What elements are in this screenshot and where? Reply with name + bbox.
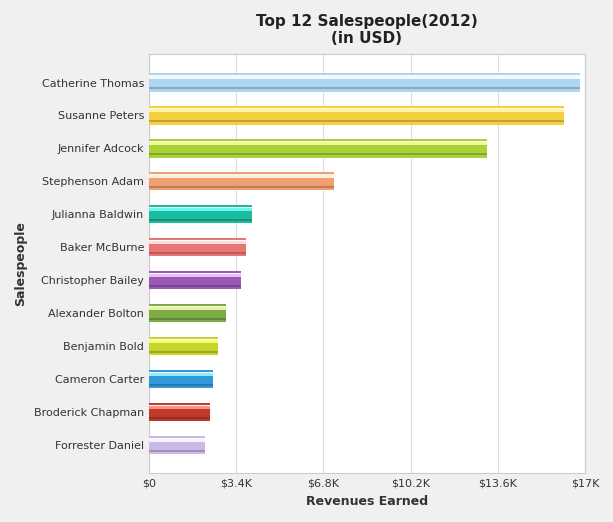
Bar xyxy=(149,174,333,175)
Bar xyxy=(149,87,580,89)
Bar xyxy=(149,75,580,76)
Bar xyxy=(149,108,565,109)
Bar xyxy=(149,436,205,454)
Bar xyxy=(149,153,487,156)
Bar xyxy=(149,273,242,274)
Bar xyxy=(149,109,565,112)
Bar xyxy=(149,186,333,188)
Bar xyxy=(149,208,251,211)
Bar xyxy=(149,339,218,340)
Bar xyxy=(149,405,210,406)
Bar xyxy=(149,337,218,355)
Bar xyxy=(149,450,205,452)
Bar xyxy=(149,139,487,158)
Bar xyxy=(149,141,487,145)
Bar xyxy=(149,141,487,142)
Bar xyxy=(149,372,213,376)
Y-axis label: Salespeople: Salespeople xyxy=(14,221,27,306)
Bar xyxy=(149,372,213,373)
Bar xyxy=(149,241,246,244)
Bar xyxy=(149,384,213,386)
Bar xyxy=(149,74,580,91)
Bar xyxy=(149,437,205,438)
Bar xyxy=(149,417,210,419)
Bar xyxy=(149,76,580,79)
Bar xyxy=(149,370,213,388)
Bar xyxy=(149,172,333,191)
Bar xyxy=(149,252,246,254)
Title: Top 12 Salespeople(2012)
(in USD): Top 12 Salespeople(2012) (in USD) xyxy=(256,14,478,46)
Bar xyxy=(149,239,246,256)
Bar xyxy=(149,274,242,277)
Bar xyxy=(149,240,246,241)
Bar xyxy=(149,339,218,343)
Bar xyxy=(149,304,226,323)
Bar xyxy=(149,306,226,310)
Bar xyxy=(149,438,205,442)
Bar xyxy=(149,351,218,353)
Bar xyxy=(149,219,251,221)
Bar xyxy=(149,207,251,208)
Bar xyxy=(149,285,242,287)
Bar xyxy=(149,318,226,320)
Bar xyxy=(149,271,242,289)
Bar xyxy=(149,306,226,307)
Bar xyxy=(149,406,210,409)
X-axis label: Revenues Earned: Revenues Earned xyxy=(306,495,428,508)
Bar xyxy=(149,120,565,122)
Bar xyxy=(149,174,333,178)
Bar xyxy=(149,403,210,421)
Bar xyxy=(149,106,565,125)
Bar xyxy=(149,205,251,223)
